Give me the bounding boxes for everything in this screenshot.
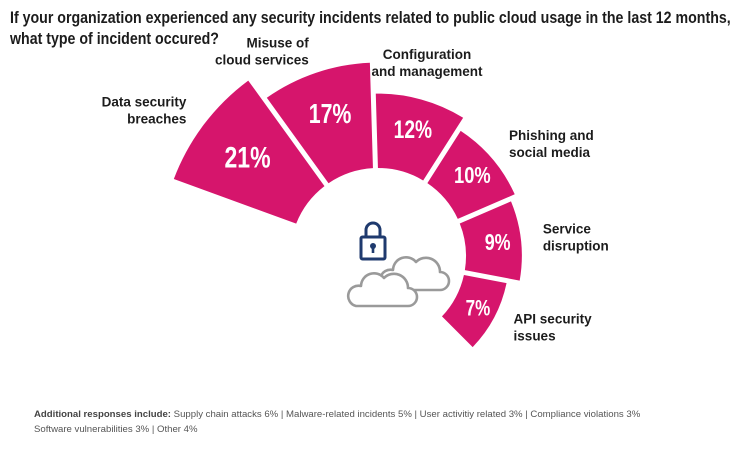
category-label-service-disruption: Service disruption (543, 221, 609, 253)
chart-title-line-1: If your organization experienced any sec… (10, 9, 731, 27)
value-label-api-security-issues: 7% (466, 297, 491, 322)
segment-misuse-of-cloud-services (266, 62, 373, 184)
category-label-line: Service (543, 221, 592, 236)
chart-segments (173, 62, 522, 348)
category-label-line: issues (514, 328, 556, 343)
category-label-line: and management (372, 64, 484, 79)
value-label-configuration-and-management: 12% (394, 116, 433, 144)
category-label-line: Data security (102, 95, 187, 110)
value-label-service-disruption: 9% (485, 230, 511, 256)
category-label-line: Configuration (383, 47, 471, 62)
chart-value-labels: 21% 17% 12% 10% 9% 7% (224, 100, 510, 322)
segment-data-security-breaches (173, 80, 325, 224)
footnote-line-2: Software vulnerabilities 3% | Other 4% (34, 424, 198, 435)
chart-title: If your organization experienced any sec… (10, 8, 731, 50)
lock-icon (359, 221, 387, 261)
category-label-api-security-issues: API security issues (514, 311, 593, 343)
cloud-icon (346, 256, 451, 308)
category-label-line: Misuse of (246, 36, 309, 51)
chart-title-line-2: what type of incident occured? (10, 30, 219, 48)
footnote-lead: Additional responses include: (34, 409, 171, 420)
category-label-line: social media (509, 145, 591, 160)
footnote-line-1-text: Supply chain attacks 6% | Malware-relate… (173, 409, 641, 420)
category-label-phishing-and-social-media: Phishing and social media (509, 128, 594, 160)
chart-category-labels: Data security breaches Misuse of cloud serv… (102, 36, 609, 344)
footnote-line-1: Additional responses include: Supply cha… (34, 407, 734, 422)
category-label-line: cloud services (215, 53, 309, 68)
value-label-phishing-and-social-media: 10% (454, 163, 491, 189)
category-label-configuration-and-management: Configuration and management (372, 47, 484, 79)
value-label-data-security-breaches: 21% (224, 141, 270, 174)
segment-phishing-and-social-media (427, 130, 515, 219)
segment-configuration-and-management (375, 93, 464, 181)
category-label-line: API security (514, 311, 593, 326)
category-label-line: disruption (543, 238, 609, 253)
category-label-data-security-breaches: Data security breaches (102, 95, 187, 127)
category-label-line: breaches (127, 112, 186, 127)
category-label-misuse-of-cloud-services: Misuse of cloud services (215, 36, 309, 68)
segment-api-security-issues (441, 274, 507, 348)
segment-service-disruption (459, 201, 522, 281)
category-label-line: Phishing and (509, 128, 594, 143)
value-label-misuse-of-cloud-services: 17% (309, 100, 352, 130)
footnote: Additional responses include: Supply cha… (34, 407, 734, 437)
